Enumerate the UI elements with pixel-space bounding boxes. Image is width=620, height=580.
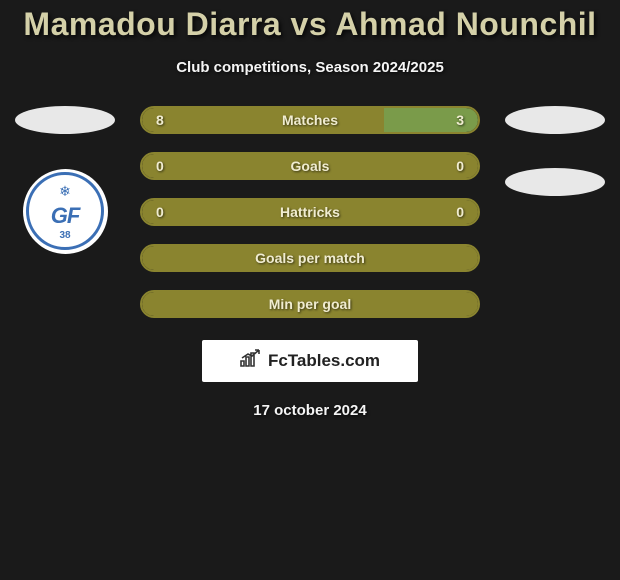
bar-label: Goals: [291, 158, 330, 174]
bar-label: Goals per match: [255, 250, 365, 266]
club-logo-left-inner: ❄ GF 38: [26, 172, 104, 250]
page-title: Mamadou Diarra vs Ahmad Nounchil: [0, 2, 620, 47]
club-num: 38: [59, 230, 70, 241]
subtitle: Club competitions, Season 2024/2025: [0, 59, 620, 76]
bar-label: Hattricks: [280, 204, 340, 220]
bar-value-right: 0: [456, 158, 464, 174]
stat-bar-matches: 8 3 Matches: [140, 106, 480, 134]
bar-fill-left: [142, 108, 384, 132]
chart-icon: [240, 349, 262, 372]
left-player-col: ❄ GF 38: [10, 106, 120, 318]
club-abbr: GF: [51, 203, 80, 229]
date-text: 17 october 2024: [0, 402, 620, 419]
snowflake-icon: ❄: [59, 183, 71, 200]
comparison-widget: Mamadou Diarra vs Ahmad Nounchil Club co…: [0, 0, 620, 419]
stat-bar-min-per-goal: Min per goal: [140, 290, 480, 318]
stat-bar-hattricks: 0 0 Hattricks: [140, 198, 480, 226]
bar-value-left: 8: [156, 112, 164, 128]
stat-bars: 8 3 Matches 0 0 Goals 0 0 Hattricks Goals per mat…: [140, 106, 480, 318]
club-logo-left: ❄ GF 38: [23, 169, 108, 254]
player-avatar-left: [15, 106, 115, 134]
footer-brand[interactable]: FcTables.com: [202, 340, 418, 382]
bar-value-right: 0: [456, 204, 464, 220]
stat-bar-goals: 0 0 Goals: [140, 152, 480, 180]
footer-brand-text: FcTables.com: [268, 351, 380, 371]
bar-label: Min per goal: [269, 296, 351, 312]
player-avatar-right-1: [505, 106, 605, 134]
right-player-col: [500, 106, 610, 318]
bar-value-left: 0: [156, 204, 164, 220]
bar-value-left: 0: [156, 158, 164, 174]
bar-label: Matches: [282, 112, 338, 128]
stat-bar-goals-per-match: Goals per match: [140, 244, 480, 272]
player-avatar-right-2: [505, 168, 605, 196]
main-area: ❄ GF 38 8 3 Matches 0 0 Goals 0 0 Hattricks Goals…: [0, 106, 620, 318]
bar-value-right: 3: [456, 112, 464, 128]
